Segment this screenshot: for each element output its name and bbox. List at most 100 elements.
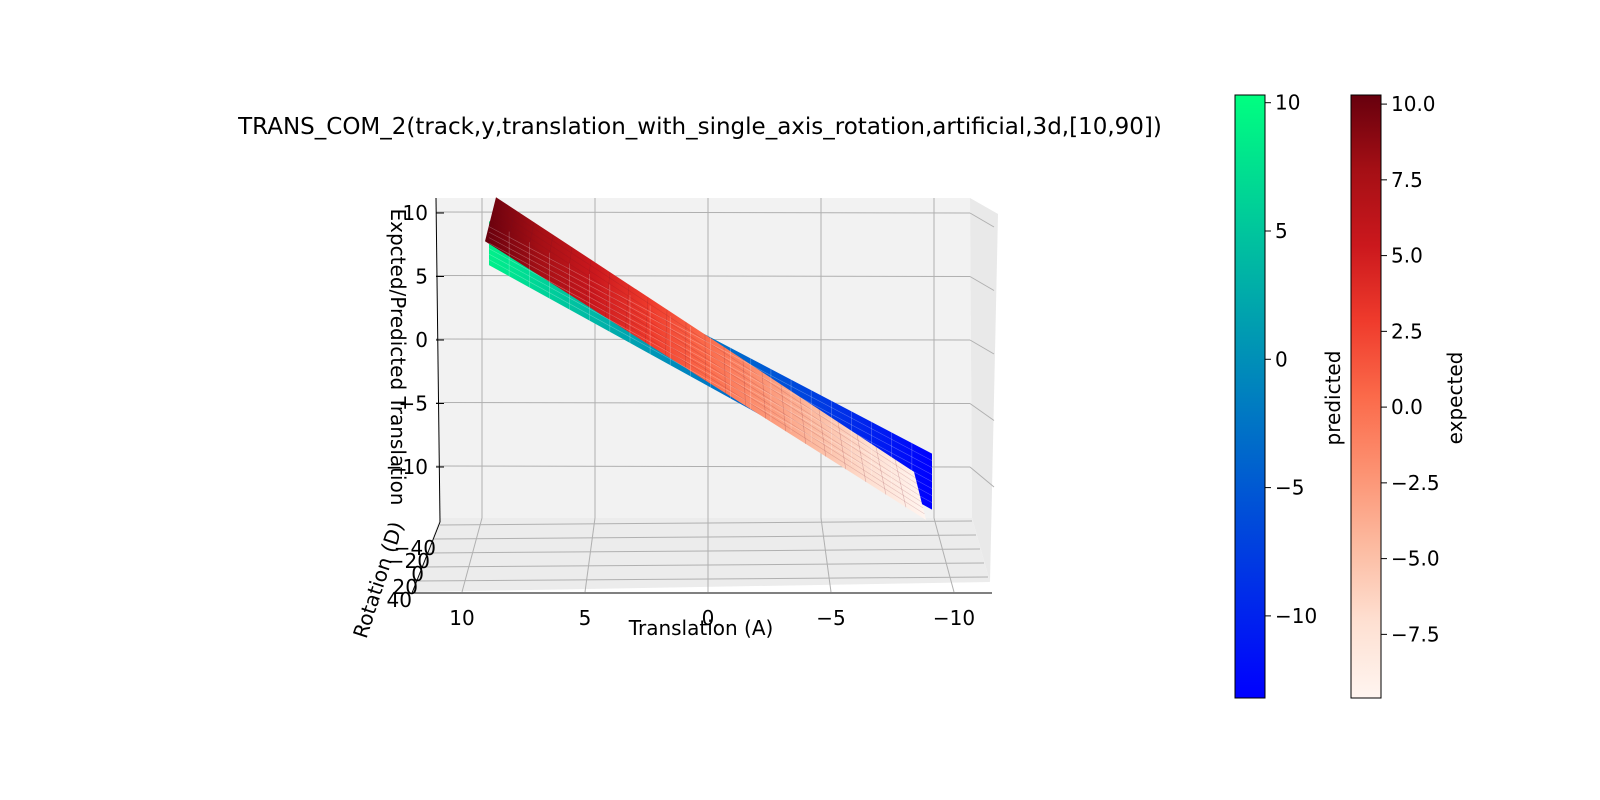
- expected-mesh-line: [488, 224, 922, 503]
- predicted-mesh-line: [488, 259, 933, 503]
- predicted-mesh-line: [488, 253, 933, 496]
- expected-mesh-line: [780, 384, 786, 432]
- expected-mesh-line: [544, 234, 554, 280]
- expected-mesh-line: [856, 434, 867, 482]
- expected-mesh-line: [524, 222, 535, 267]
- colorbar-tick-label: 0: [1275, 347, 1288, 371]
- predicted-mesh-line: [488, 248, 933, 489]
- expected-mesh-line: [799, 396, 807, 444]
- colorbar-predicted-ticks: 10 5 0 −5 −10: [1265, 91, 1317, 628]
- expected-mesh-line: [487, 229, 924, 509]
- colorbar-tick-label: 5: [1275, 219, 1288, 243]
- expected-mesh-line: [875, 446, 887, 495]
- right-pane: [970, 198, 998, 582]
- expected-mesh-line: [837, 421, 847, 470]
- predicted-mesh-line: [488, 231, 933, 468]
- colorbar-tick-label: −5: [1275, 476, 1304, 500]
- colorbar-tick-label: 5.0: [1391, 244, 1423, 268]
- colorbar-expected-label: expected: [1443, 352, 1467, 445]
- y-axis-line: [411, 521, 441, 594]
- x-tick-label: 0: [702, 606, 715, 630]
- x-axis-ticks: 10 5 0 −5 −10: [449, 606, 975, 630]
- expected-mesh-line: [665, 309, 668, 356]
- z-axis-line: [435, 197, 441, 523]
- y-tick-label: −40: [394, 536, 436, 560]
- y-tick-label: 20: [393, 575, 418, 599]
- grid-line-z: [435, 402, 971, 404]
- expected-mesh-line: [894, 459, 907, 508]
- colorbar-expected: 10.0 7.5 5.0 2.5 0.0 −2.5 −5.0 −7.5 expected: [1350, 92, 1467, 699]
- colorbar-tick-label: 10: [1275, 91, 1300, 115]
- x-axis-label: Translation (A): [628, 616, 774, 640]
- grid-line-floor: [820, 517, 832, 593]
- expected-mesh-line: [704, 334, 706, 381]
- expected-mesh-line: [486, 235, 925, 515]
- colorbar-tick-label: −2.5: [1391, 471, 1440, 495]
- z-tick-label: 0: [415, 328, 428, 352]
- expected-mesh-line: [494, 202, 916, 479]
- expected-mesh-line: [493, 207, 918, 485]
- expected-mesh-line: [761, 371, 766, 419]
- x-tick-label: −10: [933, 606, 975, 630]
- colorbar-predicted: 10 5 0 −5 −10 predicted: [1234, 91, 1345, 699]
- colorbar-tick-label: 10.0: [1391, 92, 1436, 116]
- grid-line-y: [433, 534, 977, 540]
- expected-mesh-line: [564, 247, 573, 292]
- expected-mesh-line: [584, 259, 592, 305]
- expected-mesh-line: [604, 272, 611, 318]
- colorbar-predicted-label: predicted: [1321, 351, 1345, 446]
- z-tick-label: 5: [415, 265, 428, 289]
- z-tick-label: −5: [399, 392, 428, 416]
- predicted-mesh-line: [488, 226, 933, 461]
- y-tick-label: 0: [411, 562, 424, 586]
- expected-mesh-line: [742, 359, 746, 406]
- x-tick-label: 5: [579, 606, 592, 630]
- z-tick-label: −10: [386, 455, 428, 479]
- colorbar-tick-label: 2.5: [1391, 319, 1423, 343]
- y-tick-label: −20: [388, 549, 430, 573]
- grid-line-side: [969, 339, 995, 355]
- colorbar-tick-label: −10: [1275, 604, 1317, 628]
- z-axis-ticks: 10 5 0 −5 −10: [386, 201, 444, 479]
- grid-line-side: [969, 276, 995, 291]
- expected-mesh-line: [723, 347, 726, 394]
- grid-line-floor: [933, 517, 955, 593]
- grid-line-y: [415, 576, 989, 582]
- grid-line-y: [427, 548, 981, 554]
- colorbar-expected-ticks: 10.0 7.5 5.0 2.5 0.0 −2.5 −5.0 −7.5: [1381, 92, 1440, 646]
- grid-line-z: [435, 211, 971, 214]
- chart-title: TRANS_COM_2(track,y,translation_with_sin…: [237, 114, 1162, 140]
- grid-line-side: [969, 212, 995, 228]
- predicted-mesh-line: [488, 242, 933, 482]
- floor-pane: [412, 518, 990, 592]
- expected-mesh-line: [490, 218, 921, 497]
- colorbar-tick-label: 0.0: [1391, 395, 1423, 419]
- colorbar-predicted-gradient: [1234, 94, 1266, 699]
- predicted-mesh-line: [488, 237, 933, 475]
- expected-mesh-line: [685, 322, 687, 368]
- grid-line-y: [421, 562, 985, 568]
- x-tick-label: 10: [449, 606, 474, 630]
- colorbar-tick-label: −5.0: [1391, 547, 1440, 571]
- x-tick-label: −5: [816, 606, 845, 630]
- expected-surface: [485, 197, 926, 520]
- expected-mesh-line: [491, 213, 919, 491]
- expected-mesh-line: [504, 209, 516, 254]
- z-axis-label: Expcted/Predicted Translation: [386, 209, 410, 506]
- grid-line-y: [439, 520, 973, 526]
- surfaces: [485, 197, 933, 520]
- expected-mesh-line: [645, 297, 649, 343]
- grid-line-floor: [461, 517, 483, 593]
- expected-mesh-line: [625, 284, 630, 330]
- grid-line-side: [969, 403, 995, 421]
- colorbar-tick-label: −7.5: [1391, 622, 1440, 646]
- expected-mesh-line: [818, 409, 827, 457]
- colorbar-tick-label: 7.5: [1391, 168, 1423, 192]
- y-tick-label: 40: [387, 588, 412, 612]
- z-tick-label: 10: [403, 201, 428, 225]
- grid-lines: [415, 198, 995, 593]
- colorbar-expected-gradient: [1350, 94, 1382, 699]
